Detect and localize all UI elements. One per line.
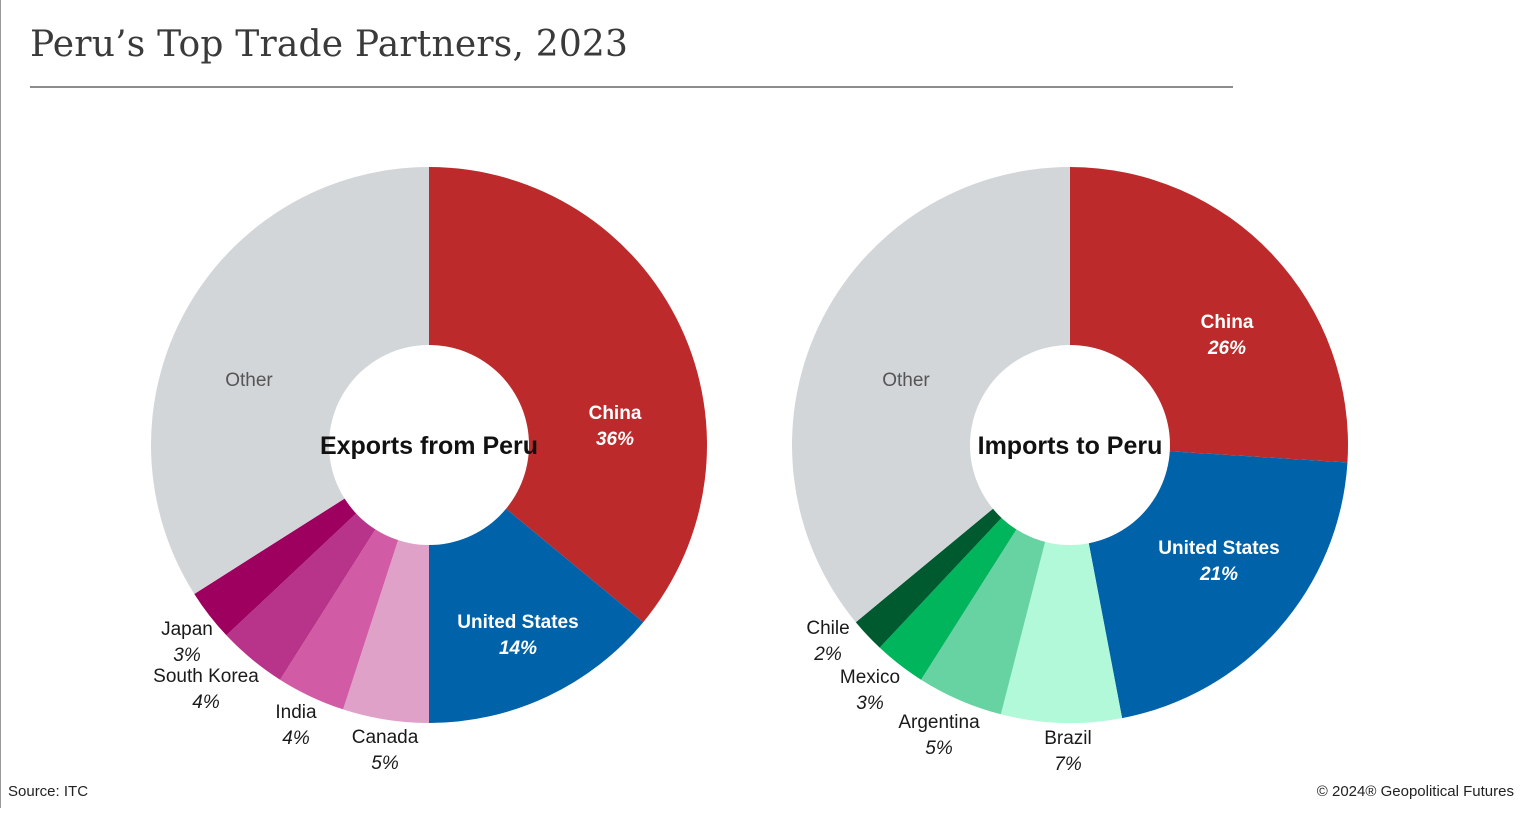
imports-label-united-states: United States	[1158, 538, 1279, 559]
exports-value-south-korea: 4%	[192, 692, 220, 713]
exports-slice-china	[429, 167, 707, 623]
page-title: Peru’s Top Trade Partners, 2023	[30, 24, 629, 65]
exports-label-india: India	[275, 702, 317, 723]
imports-label-chile: Chile	[806, 618, 849, 639]
exports-label-japan: Japan	[161, 619, 213, 640]
exports-value-japan: 3%	[173, 645, 201, 666]
imports-value-mexico: 3%	[856, 693, 884, 714]
imports-value-china: 26%	[1207, 338, 1246, 359]
exports-chart-title: Exports from Peru	[320, 432, 538, 460]
copyright-note: © 2024® Geopolitical Futures	[1316, 783, 1514, 800]
left-border	[0, 0, 1, 808]
imports-value-united-states: 21%	[1199, 564, 1238, 585]
imports-label-argentina: Argentina	[898, 712, 980, 733]
imports-label-other: Other	[882, 370, 930, 391]
imports-donut-hole	[970, 345, 1170, 545]
exports-value-canada: 5%	[371, 753, 399, 774]
imports-chart-title: Imports to Peru	[978, 432, 1163, 460]
exports-label-south-korea: South Korea	[153, 666, 259, 687]
imports-label-china: China	[1201, 312, 1254, 333]
exports-label-united-states: United States	[457, 612, 578, 633]
imports-slice-other	[792, 167, 1070, 623]
imports-label-brazil: Brazil	[1044, 728, 1092, 749]
imports-value-argentina: 5%	[925, 738, 953, 759]
exports-label-other: Other	[225, 370, 273, 391]
exports-donut-hole	[329, 345, 529, 545]
exports-value-united-states: 14%	[499, 638, 537, 659]
imports-label-mexico: Mexico	[840, 667, 900, 688]
exports-value-china: 36%	[596, 429, 634, 450]
exports-donut-chart: Exports from Peru China 36% United States 14…	[151, 167, 707, 774]
title-divider	[30, 86, 1233, 88]
exports-label-canada: Canada	[352, 727, 419, 748]
source-note: Source: ITC	[8, 783, 89, 800]
imports-value-brazil: 7%	[1054, 754, 1082, 775]
imports-slice-brazil	[1000, 445, 1123, 724]
exports-label-china: China	[589, 403, 642, 424]
exports-value-india: 4%	[282, 728, 310, 749]
imports-donut-chart: Imports to Peru China 26% United States 21% B…	[792, 167, 1348, 775]
imports-value-chile: 2%	[813, 644, 842, 665]
